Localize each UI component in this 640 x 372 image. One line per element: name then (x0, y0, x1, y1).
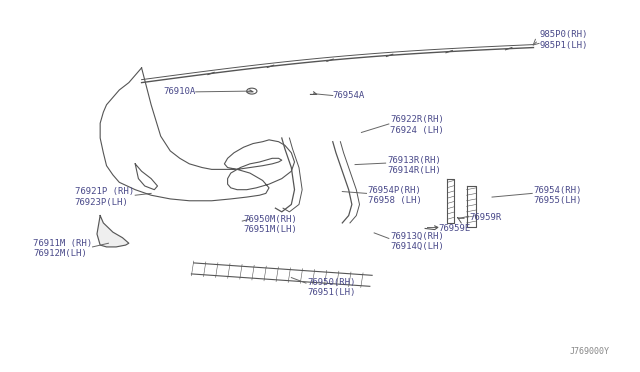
Text: 76921P (RH)
76923P(LH): 76921P (RH) 76923P(LH) (75, 187, 134, 207)
Text: 76911M (RH)
76912M(LH): 76911M (RH) 76912M(LH) (33, 239, 92, 259)
Text: 76954A: 76954A (333, 91, 365, 100)
Text: 76959E: 76959E (438, 224, 470, 233)
Text: 76959R: 76959R (470, 213, 502, 222)
Text: 76910A: 76910A (163, 87, 196, 96)
Text: 76954(RH)
76955(LH): 76954(RH) 76955(LH) (534, 186, 582, 205)
Text: 76913Q(RH)
76914Q(LH): 76913Q(RH) 76914Q(LH) (390, 232, 444, 251)
Text: 76954P(RH)
76958 (LH): 76954P(RH) 76958 (LH) (368, 186, 422, 205)
Text: 76922R(RH)
76924 (LH): 76922R(RH) 76924 (LH) (390, 115, 444, 135)
Text: 76950(RH)
76951(LH): 76950(RH) 76951(LH) (307, 278, 356, 297)
Text: 76950M(RH)
76951M(LH): 76950M(RH) 76951M(LH) (244, 215, 298, 234)
Text: 985P0(RH)
985P1(LH): 985P0(RH) 985P1(LH) (540, 31, 588, 50)
Polygon shape (97, 215, 129, 247)
Text: 76913R(RH)
76914R(LH): 76913R(RH) 76914R(LH) (387, 156, 441, 175)
Text: J769000Y: J769000Y (570, 347, 610, 356)
